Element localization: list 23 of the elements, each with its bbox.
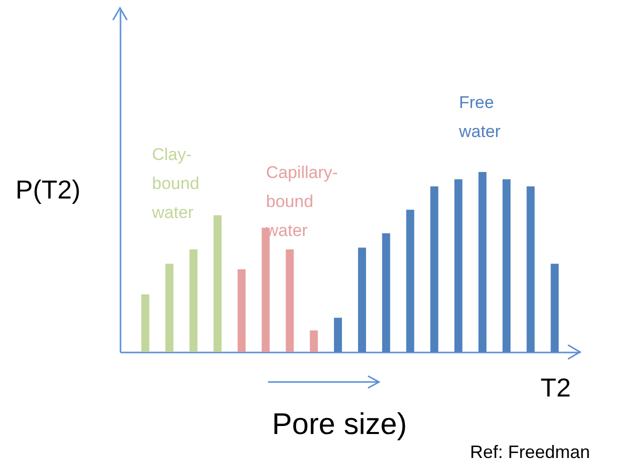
- bar: [454, 179, 462, 352]
- bar: [214, 215, 222, 352]
- bar: [165, 264, 174, 352]
- bar: [334, 318, 342, 352]
- bar: [358, 248, 366, 352]
- bar: [478, 172, 486, 352]
- bar: [189, 249, 198, 352]
- text: Free water: [459, 92, 501, 143]
- bar: [526, 186, 535, 352]
- bar: [430, 186, 438, 352]
- bar: [550, 264, 559, 352]
- bar: [502, 179, 511, 352]
- bar: [141, 294, 150, 352]
- text: Pore size): [272, 408, 408, 442]
- bar: [238, 269, 246, 352]
- bar: [286, 249, 294, 352]
- bar: [406, 210, 414, 352]
- bar: [310, 330, 318, 352]
- annotation: Clay- bound water: [152, 144, 200, 224]
- y-axis-title: P(T2): [16, 174, 80, 204]
- bar: [382, 233, 390, 352]
- x-axis-title: T2: [540, 372, 571, 402]
- text: Ref: Freedman: [470, 442, 590, 463]
